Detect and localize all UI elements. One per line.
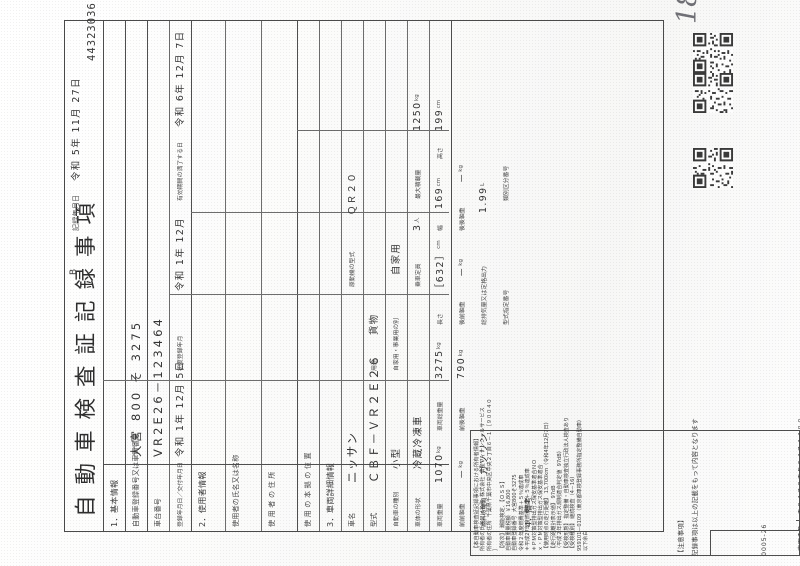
page-code: 0005-26 xyxy=(760,523,768,556)
owner-address-label: 使 用 者 の 住 所 xyxy=(267,471,276,528)
remarks-line-16: 959101－0109（東京都車検登録事務所指定整備自動車） xyxy=(576,416,583,551)
field-label-2: 自動車の種別 xyxy=(393,491,400,527)
field-label-1: 型式 xyxy=(369,512,378,528)
field-unit-19: L xyxy=(480,182,486,187)
field-label-6: 原動機の型式 xyxy=(349,251,356,287)
remarks-line-13: （平成２年排出ガス規制適合判定値 97dB） xyxy=(557,448,564,551)
field-value-4: 貨物 xyxy=(369,313,380,335)
field-unit-9: kg xyxy=(436,446,442,454)
field-unit-17: kg xyxy=(458,164,464,172)
section-3-heading: 3．車両詳細情報 xyxy=(324,462,335,527)
base-position-label: 使 用 の 本 拠 の 位 置 xyxy=(303,452,312,527)
field-label-10: 車両総重量 xyxy=(437,401,444,431)
field-unit-14: kg xyxy=(458,460,464,468)
field-value-5: 自家用 xyxy=(391,242,402,275)
field-value-15: 790 kg xyxy=(455,349,467,379)
field-label-16: 後前軸重 xyxy=(459,301,466,325)
field-unit-12: cm xyxy=(436,177,442,187)
field-label-21: 類別区分番号 xyxy=(503,165,510,201)
remarks-line-11: 【使用時点の走行距離】 13,700km（令和4年12月7日） xyxy=(544,419,551,551)
field-value-17: － kg xyxy=(457,164,468,183)
field-unit-10: kg xyxy=(436,342,442,350)
field-value-11: ［632］ cm xyxy=(435,240,446,293)
expiry-label: 有効期間の満了する日 xyxy=(177,142,184,201)
field-label-5: 自家用・事業用の別 xyxy=(393,317,400,371)
field-value-13: 199 cm xyxy=(433,99,445,131)
field-value-19: 1.99 L xyxy=(477,182,489,213)
vin-label: 車台番号 xyxy=(153,498,162,527)
field-value-14: － kg xyxy=(457,460,468,479)
field-label-9: 車両重量 xyxy=(437,503,444,527)
first-registration-value: 令和 1年 12月 5日 xyxy=(175,360,186,457)
field-unit-11: cm xyxy=(436,240,442,249)
remarks-line-17: 以下余白 xyxy=(582,530,589,551)
qr-code-icon xyxy=(693,73,733,113)
initial-registration-value: 令和 1年 12月 xyxy=(175,217,186,291)
control-number: 44323036 8682 xyxy=(86,0,98,61)
vehicle-id-label: 車両ＩＤ xyxy=(795,519,800,555)
field-label-8: 最大積載量 xyxy=(415,169,422,199)
page-title: 自動車検査証記録事項 xyxy=(73,191,99,517)
field-value-2: 小型 xyxy=(391,447,402,469)
notice-label: 【注意事項】 xyxy=(677,516,685,556)
field-label-4: 用途 xyxy=(371,359,378,371)
field-label-19: 総排気量又は定格出力 xyxy=(481,266,488,325)
field-label-14: 前前軸重 xyxy=(459,503,466,527)
field-value-6: ＱＲ２０ xyxy=(347,171,358,215)
initial-registration-label: 初度登録年月 xyxy=(177,335,184,371)
field-value-9: 1070 kg xyxy=(433,446,445,483)
field-label-11: 長さ xyxy=(437,313,444,325)
field-unit-16: kg xyxy=(458,258,464,266)
field-value-8: 1250 kg xyxy=(411,94,423,131)
field-label-7: 乗車定員 xyxy=(415,263,422,287)
owner-name-label: 使用者の氏名又は名称 xyxy=(231,454,240,527)
field-value-10: 3275 kg xyxy=(433,342,445,379)
record-date-value: 令和 5年 11月 27日 xyxy=(71,77,82,181)
record-date-label: 記録年月日 xyxy=(71,194,80,231)
first-registration-label: 登録年月日／交付年月日 xyxy=(177,462,184,527)
notice-text: 記録事項は以上の記載をもって内容となります xyxy=(691,418,699,556)
field-label-17: 後後軸重 xyxy=(459,207,466,231)
field-unit-8: kg xyxy=(414,94,420,102)
field-label-3: 車体の形状 xyxy=(415,497,422,527)
vin-value: VR2E26－123464 xyxy=(151,315,165,457)
field-value-16: － kg xyxy=(457,258,468,277)
section-1-heading: 1．基本情報 xyxy=(108,479,119,527)
field-value-0: ニッサン xyxy=(345,431,359,483)
field-label-12: 幅 xyxy=(437,225,444,231)
field-label-0: 車名 xyxy=(347,512,356,528)
remarks-line-2: 所有者の住所 千葉県千葉市中央区中央２丁目６－１ ［９００４０ xyxy=(486,398,493,551)
field-label-15: 前後軸重 xyxy=(459,407,466,431)
vehicle-id-box: 車両ＩＤ Ｔ９４７２ＴＥ６４７４４８０ xyxy=(710,417,800,556)
field-unit-13: cm xyxy=(436,99,442,109)
field-label-20: 型式指定番号 xyxy=(503,289,510,325)
handwritten-note: 187 xyxy=(672,0,703,24)
field-value-1: ＣＢＦ－ＶＲ２Ｅ２６ xyxy=(367,354,381,483)
form-letter: B xyxy=(69,268,79,275)
qr-code-icon xyxy=(693,33,733,73)
plate-number-value: 大宮 800 そ 3275 xyxy=(129,319,143,457)
remarks-line-1: 所有者の氏名又は名称 株式会社 日産フィナンシャルサービス xyxy=(480,407,487,551)
field-unit-15: kg xyxy=(458,349,464,357)
expiry-value: 令和 6年 12月 7日 xyxy=(175,30,186,127)
section-2-heading: 2．使用者情報 xyxy=(196,471,207,527)
vehicle-id-value: Ｔ９４７２ＴＥ６４７４４８０ xyxy=(796,416,800,515)
qr-code-icon xyxy=(693,148,733,188)
field-value-3: 冷蔵冷凍車 xyxy=(413,415,424,469)
field-label-13: 高さ xyxy=(437,147,444,159)
field-value-12: 169 cm xyxy=(433,177,445,209)
field-unit-7: 人 xyxy=(415,217,421,224)
